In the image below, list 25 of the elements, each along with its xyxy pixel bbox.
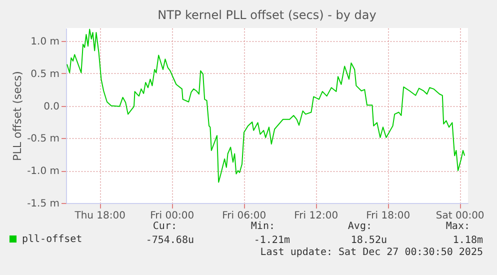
text: 1.18m xyxy=(452,235,483,246)
y-tick-label: 1.0 m xyxy=(30,36,60,48)
line-series xyxy=(66,28,466,183)
text: Avg: xyxy=(348,221,372,232)
text: Min: xyxy=(250,221,275,232)
y-axis-title: PLL offset (secs) xyxy=(11,71,24,161)
text: -1.21m xyxy=(254,235,290,246)
y-tick-label: 0.5 m xyxy=(30,68,60,80)
x-tick-label: Thu 18:00 xyxy=(74,210,126,222)
text: Cur: xyxy=(152,221,177,232)
y-tick-label: 0.0 xyxy=(44,101,60,112)
legend-label: pll-offset xyxy=(22,234,82,245)
chart-title: NTP kernel PLL offset (secs) - by day xyxy=(158,8,376,22)
y-tick-label: -1.0 m xyxy=(27,166,60,178)
text: 18.52u xyxy=(350,235,387,246)
x-tick-label: Fri 12:00 xyxy=(294,210,338,222)
x-tick-label: Fri 18:00 xyxy=(366,210,410,222)
x-tick-label: Fri 06:00 xyxy=(222,210,266,222)
y-tick-label: -1.5 m xyxy=(27,198,60,210)
x-tick-label: Fri 00:00 xyxy=(150,210,194,222)
text: Last update: Sat Dec 27 00:30:50 2025 xyxy=(260,247,483,258)
text: Max: xyxy=(446,221,470,232)
x-tick-label: Sat 00:00 xyxy=(436,210,484,222)
text: -754.68u xyxy=(146,235,194,246)
y-tick-label: -0.5 m xyxy=(27,134,60,145)
